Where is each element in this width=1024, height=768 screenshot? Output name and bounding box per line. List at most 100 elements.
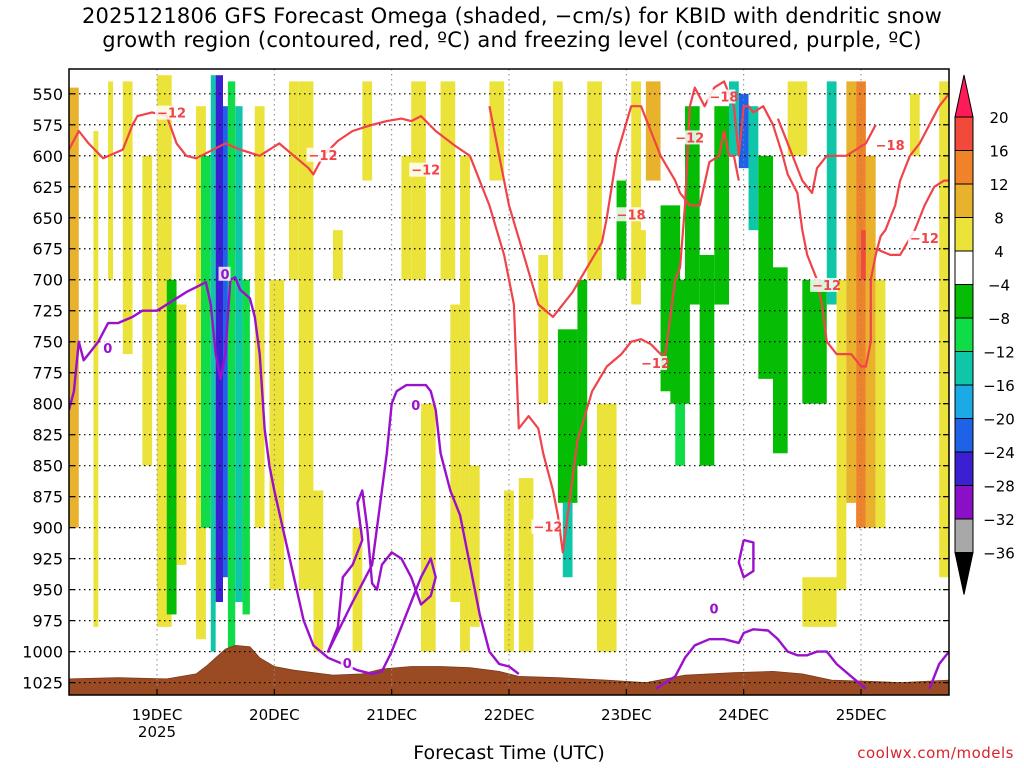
y-tick-label: 725: [32, 302, 63, 321]
omega-cell: [699, 254, 715, 466]
dendritic-contour-label: −12: [812, 279, 841, 294]
colorbar-label: 16: [989, 143, 1008, 161]
omega-cell: [861, 230, 866, 280]
y-tick-label: 925: [32, 550, 63, 569]
omega-cell: [846, 81, 857, 503]
omega-cell: [714, 106, 729, 305]
omega-cell: [235, 106, 243, 603]
omega-cell: [645, 81, 661, 181]
x-tick-label: 24DEC: [718, 706, 769, 724]
watermark: coolwx.com/models: [857, 744, 1014, 762]
omega-cell: [504, 490, 514, 652]
colorbar-box: [954, 418, 974, 453]
omega-cell: [577, 279, 588, 466]
omega-cell: [748, 106, 759, 231]
omega-cell: [616, 180, 627, 280]
freezing-contour-line: [69, 276, 520, 676]
colorbar-label: −4: [988, 277, 1010, 295]
omega-cell: [826, 81, 837, 305]
contour-label-bg: [673, 130, 702, 145]
omega-cell: [93, 130, 99, 627]
omega-cell: [597, 403, 617, 652]
colorbar-box: [954, 485, 974, 520]
colorbar-box: [954, 384, 974, 419]
x-axis-label: Forecast Time (UTC): [413, 742, 605, 764]
y-tick-label: 675: [32, 240, 63, 259]
omega-cell: [401, 155, 412, 280]
title-line-2: growth region (contoured, red, ºC) and f…: [102, 28, 922, 52]
y-tick-label: 875: [32, 488, 63, 507]
grid: [69, 69, 949, 695]
omega-cell: [538, 254, 549, 404]
plot-area: −12−12−12−18−12−12−12−18−12−18−120000055…: [22, 68, 950, 741]
dendritic-contour-label: −18: [617, 208, 646, 223]
omega-cell: [518, 478, 534, 652]
y-tick-label: 1000: [22, 643, 63, 662]
y-tick-label: 700: [32, 271, 63, 290]
colorbar-label: −32: [983, 511, 1015, 529]
omega-cell: [352, 527, 363, 652]
omega-cell: [298, 81, 314, 590]
omega-cell: [201, 155, 211, 528]
dendritic-contour-label: −18: [876, 139, 905, 154]
y-tick-label: 625: [32, 178, 63, 197]
y-tick-label: 950: [32, 581, 63, 600]
omega-cell: [269, 279, 285, 590]
omega-cell: [738, 93, 749, 169]
x-tick-label: 23DEC: [601, 706, 652, 724]
colorbar-label: 4: [994, 243, 1004, 261]
colorbar-box: [954, 250, 974, 285]
contour-label-bg: [531, 519, 560, 534]
dendritic-contour-label: −12: [910, 232, 939, 247]
colorbar-label: 20: [989, 109, 1008, 127]
x-tick-label: 19DEC: [132, 706, 183, 724]
contour-label-bg: [155, 105, 183, 120]
omega-cell: [166, 279, 177, 615]
omega-cell: [787, 81, 808, 156]
dendritic-contour-line: [650, 80, 949, 368]
dendritic-contour-line: [776, 118, 877, 195]
omega-cell: [758, 155, 773, 379]
x-tick-sublabel: 2025: [138, 723, 176, 741]
colorbar-box: [954, 284, 974, 319]
colorbar-box: [954, 150, 974, 185]
omega-cell: [469, 465, 480, 627]
freezing-contour-line: [737, 538, 755, 579]
omega-cell: [562, 502, 573, 578]
omega-cell: [242, 279, 250, 615]
colorbar-box: [954, 183, 974, 218]
omega-cell: [421, 403, 436, 652]
contour-labels: −12 −12 −12 −18 −12 −12 −12 −18 −12 −18 −12 0 0 0 0 0: [101, 89, 939, 672]
freezing-contour-label: 0: [343, 657, 352, 672]
omega-cell: [210, 75, 216, 652]
contour-label-bg: [639, 356, 667, 371]
omega-cell: [227, 81, 236, 652]
colorbar-label: −16: [983, 377, 1015, 395]
omega-cell: [313, 490, 324, 652]
colorbar-label: −28: [983, 478, 1015, 496]
plot-inner: −12 −12 −12 −18 −12 −12 −12 −18 −12 −18 −12 0 0 0 0 0: [69, 69, 949, 695]
colorbar: 20 16 12 8 4 −4 −8 −12 −16 −20 −24 −28 −32 −36: [954, 74, 1015, 595]
contour-label-bg: [707, 89, 736, 104]
freezing-contour-label: 0: [709, 602, 718, 617]
y-tick-label: 850: [32, 457, 63, 476]
dendritic-contour-label: −12: [157, 107, 186, 122]
omega-cell: [875, 279, 886, 528]
colorbar-label: 8: [994, 210, 1004, 228]
contour-label-bg: [810, 277, 839, 292]
colorbar-label: 12: [989, 176, 1008, 194]
omega-cell: [440, 81, 456, 280]
omega-cell: [333, 230, 343, 280]
colorbar-box: [954, 317, 974, 352]
y-tick-label: 650: [32, 209, 63, 228]
omega-cell: [802, 577, 837, 627]
colorbar-label: −36: [983, 545, 1015, 563]
omega-cell: [176, 304, 187, 565]
x-tick-label: 22DEC: [484, 706, 535, 724]
omega-cell: [69, 87, 79, 528]
omega-cell: [108, 81, 113, 280]
y-tick-label: 800: [32, 395, 63, 414]
freezing-contour-line: [928, 650, 949, 690]
colorbar-label: −24: [983, 444, 1015, 462]
colorbar-label: −8: [988, 310, 1010, 328]
